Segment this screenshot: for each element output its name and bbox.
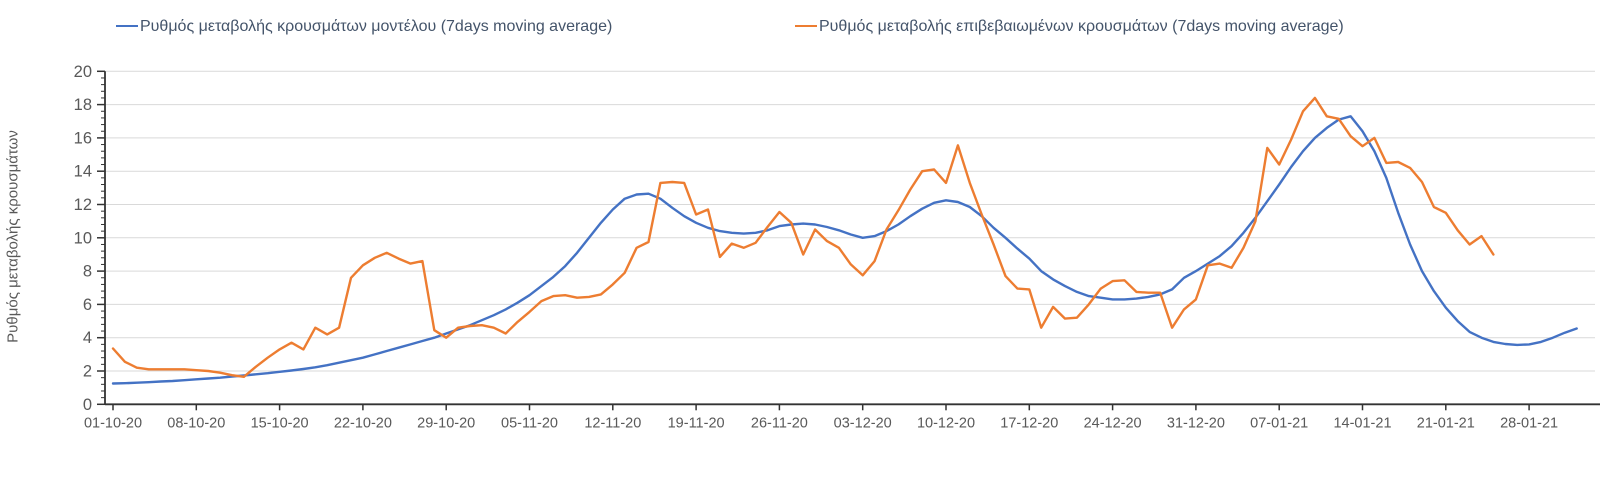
y-tick-label: 18 — [74, 96, 92, 114]
x-tick-label: 21-01-21 — [1417, 415, 1475, 431]
y-tick-label: 6 — [83, 296, 92, 314]
x-tick-label: 03-12-20 — [834, 415, 892, 431]
legend-item-model[interactable]: Ρυθμός μεταβολής κρουσμάτων μοντέλου (7d… — [116, 18, 612, 36]
x-tick-label: 01-10-20 — [84, 415, 142, 431]
legend-item-confirmed[interactable]: Ρυθμός μεταβολής επιβεβαιωμένων κρουσμάτ… — [795, 18, 1344, 36]
model-series-line — [111, 115, 1578, 385]
confirmed-line-swatch-icon — [795, 24, 817, 27]
y-tick-label: 20 — [74, 63, 92, 81]
model-line-swatch-icon — [116, 24, 138, 27]
x-tick-label: 12-11-20 — [584, 415, 641, 431]
legend-label-confirmed: Ρυθμός μεταβολής επιβεβαιωμένων κρουσμάτ… — [819, 18, 1344, 35]
y-tick-label: 12 — [74, 196, 92, 214]
x-tick-label: 07-01-21 — [1250, 415, 1308, 431]
x-tick-label: 28-01-21 — [1500, 415, 1558, 431]
y-tick-label: 4 — [83, 329, 92, 347]
chart-legend: Ρυθμός μεταβολής κρουσμάτων μοντέλου (7d… — [0, 0, 1617, 40]
x-tick-label: 08-10-20 — [167, 415, 225, 431]
y-tick-label: 14 — [74, 163, 92, 181]
legend-label-model: Ρυθμός μεταβολής κρουσμάτων μοντέλου (7d… — [140, 18, 613, 35]
x-tick-label: 29-10-20 — [417, 415, 475, 431]
x-tick-label: 31-12-20 — [1167, 415, 1225, 431]
x-tick-label: 24-12-20 — [1084, 415, 1142, 431]
x-tick-label: 17-12-20 — [1000, 415, 1058, 431]
y-tick-label: 8 — [83, 263, 92, 281]
x-tick-label: 22-10-20 — [334, 415, 392, 431]
x-tick-label: 10-12-20 — [917, 415, 975, 431]
confirmed-series-line — [111, 96, 1495, 378]
y-tick-label: 0 — [83, 396, 92, 414]
y-tick-label: 2 — [83, 363, 92, 381]
x-tick-label: 14-01-21 — [1333, 415, 1391, 431]
x-tick-label: 19-11-20 — [668, 415, 725, 431]
x-tick-label: 15-10-20 — [251, 415, 309, 431]
x-tick-label: 26-11-20 — [751, 415, 808, 431]
x-tick-label: 05-11-20 — [501, 415, 558, 431]
y-tick-label: 16 — [74, 129, 92, 147]
y-tick-label: 10 — [74, 229, 92, 247]
